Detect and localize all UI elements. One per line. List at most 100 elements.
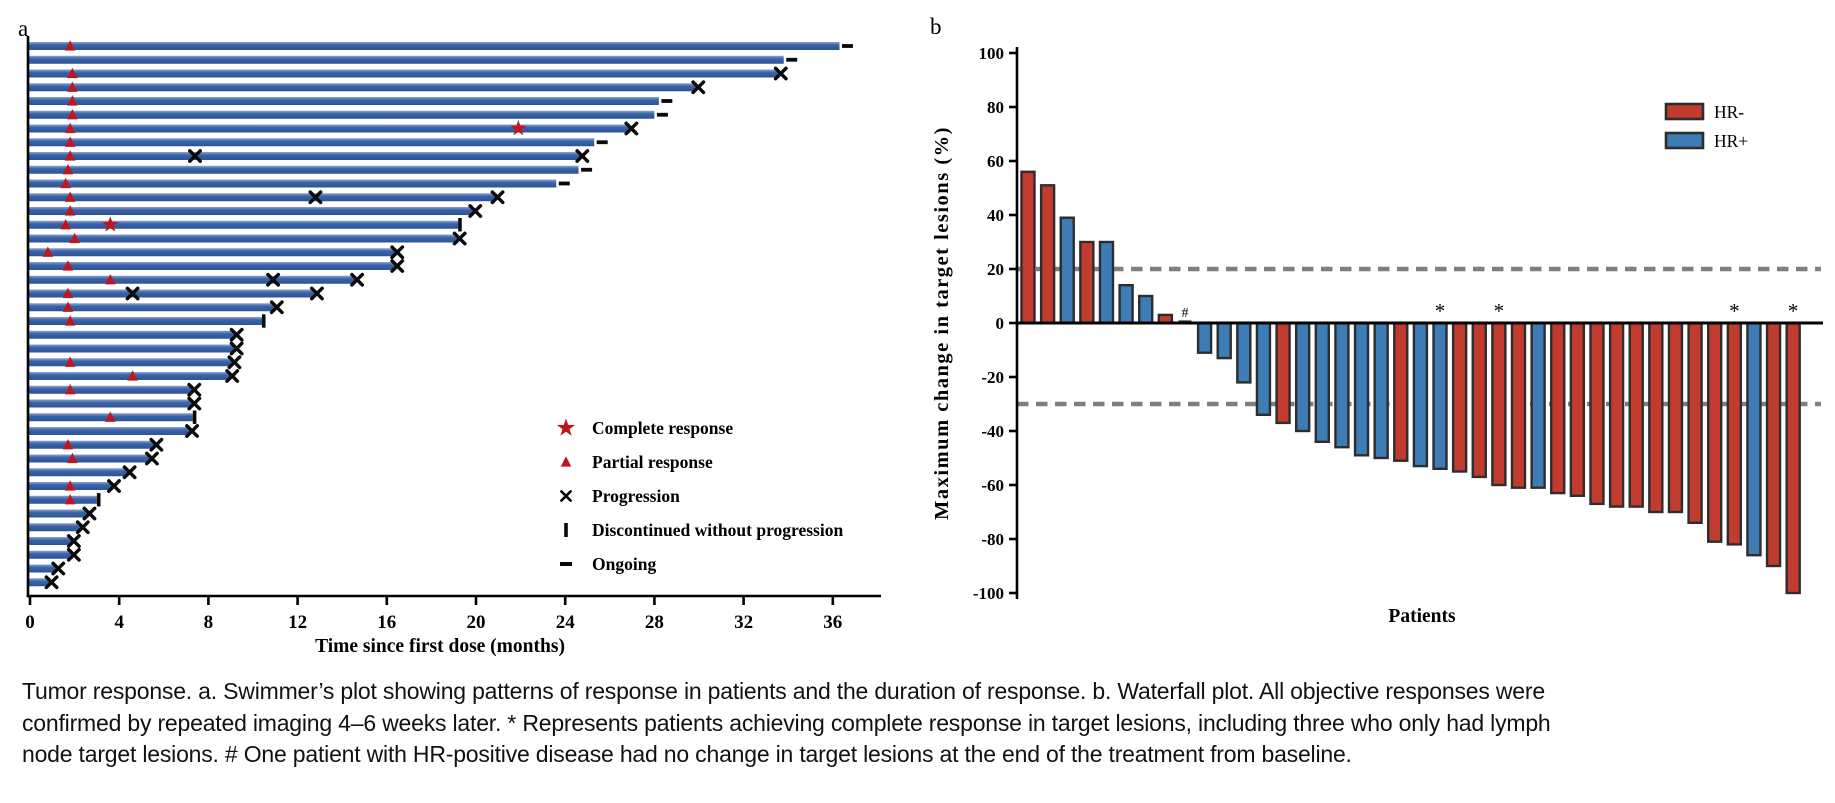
y-tick-label: -60	[981, 476, 1004, 495]
complete-response-star-icon	[510, 120, 527, 136]
partial-response-triangle-icon	[64, 136, 76, 147]
progression-x-icon	[125, 286, 140, 301]
x-tick-label: 32	[734, 612, 753, 633]
swimmer-bar	[29, 330, 236, 339]
progression-x-icon	[390, 259, 405, 273]
partial-response-triangle-icon	[64, 383, 76, 395]
legend-swatch	[1664, 102, 1705, 121]
discontinued-bar-icon	[458, 218, 462, 232]
partial-response-triangle-icon	[64, 150, 76, 161]
partial-response-triangle-icon	[64, 356, 76, 367]
progression-x-icon	[44, 575, 59, 590]
partial-response-triangle-icon	[104, 411, 116, 422]
legend-swatch	[1664, 131, 1705, 150]
progression-x-icon	[82, 506, 97, 521]
ongoing-dash-icon	[661, 99, 673, 103]
progression-x-icon	[66, 534, 81, 548]
progression-x-icon	[107, 479, 121, 493]
progression-x-icon	[309, 286, 324, 301]
progression-x-icon	[188, 149, 202, 163]
no-change-hash: #	[1181, 306, 1188, 321]
waterfall-plot: # * * * * 100 80 60 40 20 0 -20 -40 -60 -80 -100 Maximum…	[931, 44, 1823, 627]
partial-response-triangle-icon	[69, 232, 80, 244]
y-tick-label: 0	[996, 314, 1005, 333]
waterfall-bar	[1491, 321, 1507, 487]
progression-x-icon	[490, 190, 505, 205]
ongoing-dash-icon	[841, 44, 853, 48]
swimmer-bar	[29, 440, 155, 449]
y-axis-title: Maximum change in target lesions (%)	[931, 126, 953, 520]
x-tick-label: 24	[556, 612, 576, 633]
legend-triangle-icon	[560, 456, 572, 467]
y-tick-label: -20	[981, 368, 1004, 387]
waterfall-bar	[1216, 321, 1232, 360]
progression-x-icon	[308, 190, 323, 205]
swimmer-bar	[29, 454, 151, 463]
waterfall-bar	[1373, 321, 1389, 460]
waterfall-bar	[1118, 284, 1134, 325]
swimmer-bar	[29, 578, 51, 587]
x-tick-label: 36	[823, 612, 842, 633]
swimmer-plot: 0 4 8 12 16 20 24 28 32 36 Time since first dose (…	[25, 36, 881, 657]
complete-response-asterisk: *	[1435, 299, 1446, 323]
progression-x-icon	[773, 66, 788, 81]
complete-response-asterisk: *	[1729, 299, 1740, 323]
waterfall-bar	[1255, 321, 1272, 417]
waterfall-bar	[1687, 321, 1703, 525]
complete-response-star-icon	[102, 216, 119, 232]
progression-x-icon	[350, 272, 365, 287]
partial-response-triangle-icon	[67, 108, 78, 120]
swimmer-bar	[29, 179, 557, 188]
x-tick-label: 12	[288, 612, 307, 633]
panel-a-letter: a	[18, 16, 29, 41]
legend-label: Complete response	[592, 418, 733, 438]
progression-x-icon	[144, 451, 159, 466]
x-tick-label: 8	[204, 612, 214, 633]
legend-ongoing-icon	[560, 562, 572, 566]
waterfall-bar	[1079, 240, 1095, 325]
legend-label: Ongoing	[592, 554, 656, 574]
swimmer-bar	[29, 69, 780, 78]
x-axis-title: Time since first dose (months)	[315, 636, 565, 657]
swimmer-bar	[29, 344, 236, 353]
swimmer-bar	[29, 468, 129, 477]
ongoing-dash-icon	[581, 167, 593, 172]
x-tick-label: 20	[467, 612, 486, 633]
swimmer-bar	[29, 427, 191, 435]
partial-response-triangle-icon	[62, 163, 74, 175]
partial-response-triangle-icon	[67, 67, 78, 79]
waterfall-bar	[1726, 321, 1743, 546]
complete-response-asterisk: *	[1788, 299, 1799, 323]
partial-response-triangle-icon	[67, 95, 78, 106]
waterfall-bar	[1314, 321, 1330, 444]
partial-response-triangle-icon	[64, 480, 76, 491]
waterfall-bar	[1334, 321, 1350, 449]
ongoing-dash-icon	[558, 181, 570, 186]
partial-response-triangle-icon	[64, 205, 76, 216]
progression-x-icon	[624, 121, 639, 136]
progression-x-icon	[225, 369, 240, 383]
x-axis-title: Patients	[1388, 606, 1456, 627]
partial-response-triangle-icon	[62, 301, 74, 312]
complete-response-asterisk: *	[1494, 299, 1505, 323]
swimmer-bar	[29, 495, 97, 504]
x-tick-label: 16	[377, 612, 396, 633]
y-tick-label: -100	[973, 584, 1004, 603]
waterfall-bar	[1294, 321, 1311, 433]
swimmer-bar	[29, 97, 659, 105]
waterfall-bar	[1628, 321, 1644, 508]
legend-x-icon	[560, 490, 572, 502]
legend-star-icon	[556, 418, 576, 436]
waterfall-bar	[1236, 321, 1252, 384]
waterfall-bar	[1785, 321, 1801, 595]
progression-x-icon	[266, 272, 281, 287]
partial-response-triangle-icon	[62, 438, 74, 450]
swimmer-bar	[29, 262, 396, 270]
y-tick-label: -80	[981, 530, 1004, 549]
x-tick-label: 0	[25, 612, 35, 633]
panel-b-letter: b	[930, 14, 942, 39]
swimmer-bar	[29, 220, 459, 229]
partial-response-triangle-icon	[64, 122, 76, 134]
waterfall-bar	[1765, 321, 1782, 568]
waterfall-bar	[1138, 294, 1154, 325]
